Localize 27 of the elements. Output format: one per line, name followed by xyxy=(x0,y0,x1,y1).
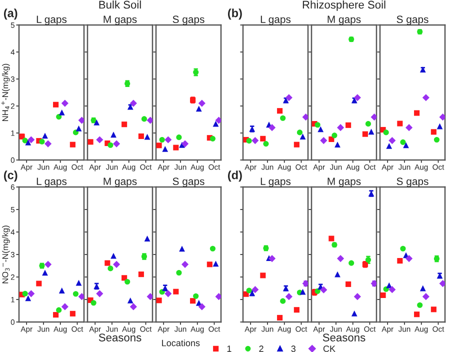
chart-title: S gaps xyxy=(396,16,428,26)
legend-label: 3 xyxy=(291,346,296,352)
chart-title: S gaps xyxy=(396,178,428,188)
legend-label: CK xyxy=(323,346,336,352)
chart-title: L gaps xyxy=(36,178,67,188)
text: (c) xyxy=(4,170,18,182)
text: Rhizosphere Soil xyxy=(302,0,386,11)
x-axis-title: Seasons xyxy=(98,334,142,342)
y-axis-title: NH$_{4}$$^{+}$-N(mg/kg) xyxy=(1,64,10,121)
chart-title: L gaps xyxy=(36,16,67,26)
chart-title: M gaps xyxy=(104,16,137,26)
x-axis-title: Seasons xyxy=(322,334,366,342)
legend-label: 1 xyxy=(227,346,232,352)
chart-title: M gaps xyxy=(104,178,137,188)
legend-title: Locations xyxy=(162,340,200,346)
text: (d) xyxy=(228,170,242,182)
legend-label: 2 xyxy=(259,346,264,352)
text: (a) xyxy=(4,8,18,20)
chart-title: S gaps xyxy=(172,178,204,188)
chart-title: L gaps xyxy=(260,16,291,26)
text: (b) xyxy=(228,8,242,20)
chart-title: M gaps xyxy=(328,178,361,188)
chart-title: L gaps xyxy=(260,178,291,188)
chart-title: S gaps xyxy=(172,16,204,26)
chart-title: M gaps xyxy=(328,16,361,26)
text: Bulk Soil xyxy=(99,0,141,9)
y-axis-title: NO$_{3}$$^{−}$-N(mg/kg) xyxy=(2,226,10,284)
